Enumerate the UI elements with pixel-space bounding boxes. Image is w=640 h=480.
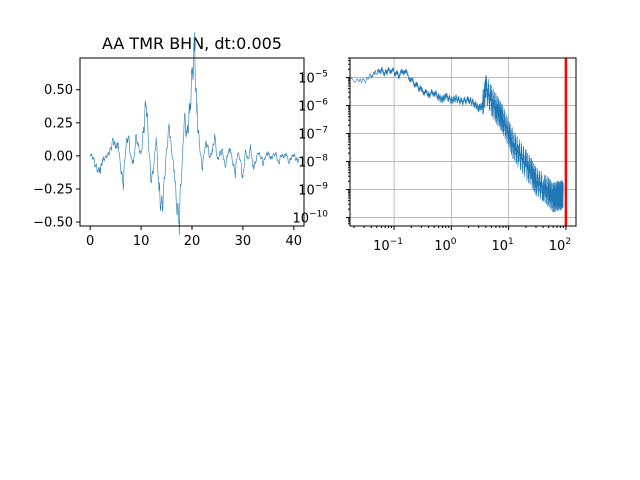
x-tick-label: 40 [286, 234, 303, 249]
spectrum-frame [349, 57, 577, 227]
y-tick-label: 10−10 [292, 210, 328, 227]
spectrum-line [349, 66, 564, 213]
spectrum-grid [350, 58, 576, 226]
time-series-line [89, 32, 300, 236]
x-tick-label: 101 [491, 237, 513, 254]
y-tick-label: −0.50 [33, 216, 73, 231]
y-tick-label: 0.00 [44, 149, 73, 164]
y-tick-label: 10−5 [298, 70, 328, 87]
y-tick-label: 0.50 [44, 83, 73, 98]
time-series-frame [79, 57, 305, 227]
spectrum-axes: 10−1 100 101 102 10−10 10−9 10−8 10−7 10−6 10−5 [292, 57, 577, 254]
x-tick-label: 100 [434, 237, 457, 254]
time-series-plot-area [89, 32, 300, 236]
spectrum-ticks: 10−1 100 101 102 10−10 10−9 10−8 10−7 10−6 10−5 [292, 57, 571, 254]
x-tick-label: 102 [549, 237, 571, 254]
y-tick-label: 0.25 [44, 116, 73, 131]
spectrum-plot-area [349, 58, 568, 226]
y-tick-label: −0.25 [33, 182, 73, 197]
y-tick-label: 10−6 [298, 98, 328, 115]
x-tick-label: 10 [133, 234, 150, 249]
time-series-ticks: 0 10 20 30 40 −0.50 −0.25 0.00 0.25 0.50 [33, 83, 302, 249]
x-tick-label: 0 [86, 234, 94, 249]
x-tick-label: 10−1 [373, 237, 403, 254]
time-series-axes: AA TMR BHN, dt:0.005 0 10 20 30 40 −0.50 −0.25… [33, 32, 305, 249]
x-tick-label: 30 [235, 234, 252, 249]
x-tick-label: 20 [184, 234, 201, 249]
y-tick-label: 10−8 [298, 154, 328, 171]
y-tick-label: 10−7 [298, 126, 328, 143]
chart-title: AA TMR BHN, dt:0.005 [102, 34, 282, 53]
y-tick-label: 10−9 [298, 182, 328, 199]
